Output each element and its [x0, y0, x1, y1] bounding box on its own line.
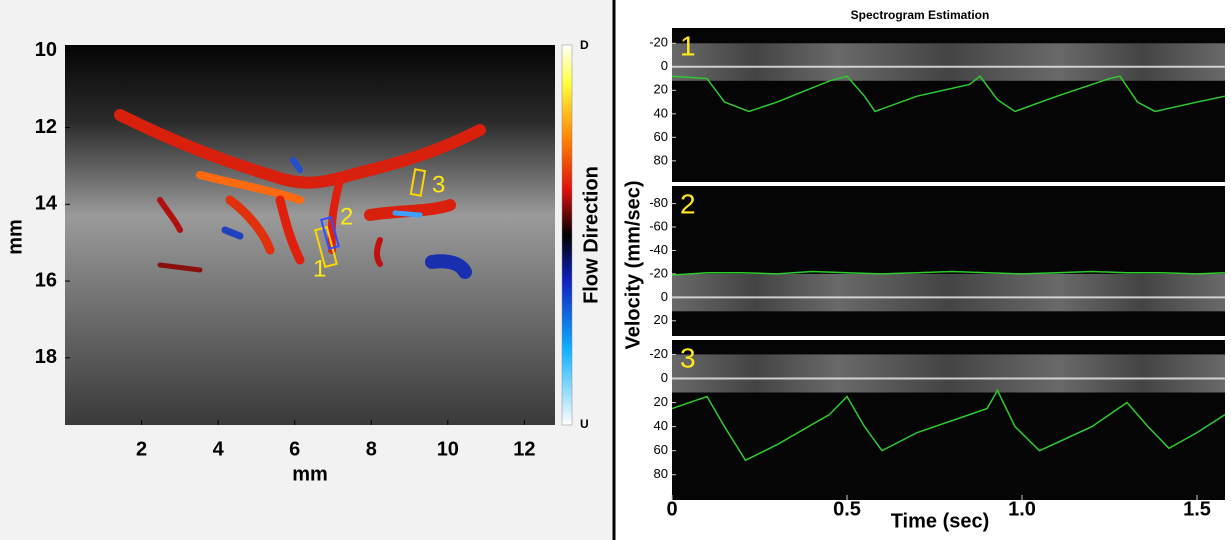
x-tick-label: 10 [437, 438, 459, 460]
y-tick-label: 0 [661, 370, 668, 385]
x-axis-label: mm [292, 463, 328, 485]
y-tick-label: 60 [654, 129, 668, 144]
spectrogram-band [672, 274, 1225, 311]
colorbar-top-label: D [580, 38, 589, 52]
y-tick-label: 12 [35, 116, 57, 138]
y-tick-label: 0 [661, 58, 668, 73]
y-tick-label: -40 [649, 242, 668, 257]
y-tick-label: 16 [35, 269, 57, 291]
y-tick-label: 20 [654, 312, 668, 327]
y-axis-label: mm [4, 219, 26, 255]
x-tick-label: 1.5 [1183, 498, 1211, 520]
y-tick-label: 80 [654, 152, 668, 167]
y-tick-label: 14 [35, 193, 58, 215]
y-tick-label: 18 [35, 346, 57, 368]
y-tick-label: -80 [649, 195, 668, 210]
y-tick-label: 60 [654, 442, 668, 457]
x-axis-label: Time (sec) [891, 510, 990, 532]
ultrasound-image [65, 45, 555, 425]
x-tick-label: 1.0 [1008, 498, 1036, 520]
x-tick-label: 12 [513, 438, 535, 460]
spectrogram-band [672, 43, 1225, 81]
colorbar [562, 45, 572, 425]
spectrogram-band [672, 354, 1225, 392]
panel-label: 3 [680, 342, 696, 373]
x-tick-label: 8 [366, 438, 377, 460]
y-tick-label: 10 [35, 39, 57, 61]
figure: 1 2 3 D U Flow Direction mm mm Spectrogr… [0, 0, 1231, 540]
x-tick-label: 6 [289, 438, 300, 460]
panel-label: 2 [680, 188, 696, 219]
roi-label: 2 [340, 203, 353, 230]
x-tick-label: 0 [666, 498, 677, 520]
y-tick-label: 0 [661, 289, 668, 304]
y-tick-label: 20 [654, 82, 668, 97]
spectrogram-title: Spectrogram Estimation [851, 8, 990, 22]
x-tick-label: 4 [213, 438, 225, 460]
colorbar-label: Flow Direction [580, 166, 602, 304]
spectrogram-image [672, 186, 1225, 336]
y-axis-label: Velocity (mm/sec) [622, 181, 644, 350]
roi-label: 1 [313, 255, 326, 282]
colorbar-bottom-label: U [580, 417, 589, 431]
y-tick-label: -60 [649, 218, 668, 233]
panel-label: 1 [680, 30, 696, 61]
y-tick-label: 80 [654, 466, 668, 481]
x-tick-label: 0.5 [833, 498, 861, 520]
y-tick-label: 40 [654, 418, 668, 433]
y-tick-label: 20 [654, 394, 668, 409]
y-tick-label: -20 [649, 35, 668, 50]
y-tick-label: -20 [649, 265, 668, 280]
y-tick-label: 40 [654, 105, 668, 120]
x-tick-label: 2 [136, 438, 147, 460]
y-tick-label: -20 [649, 346, 668, 361]
roi-label: 3 [432, 171, 445, 198]
